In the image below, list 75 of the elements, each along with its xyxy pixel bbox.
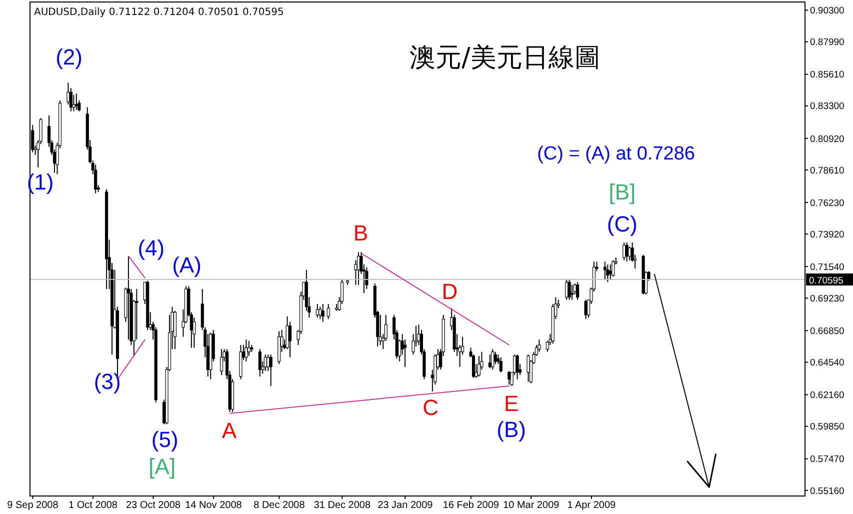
- candlestick: [570, 284, 574, 300]
- ref-line-label: 0.70595: [809, 275, 844, 286]
- annotation: (C): [606, 211, 638, 236]
- candlestick: [365, 266, 368, 290]
- candlestick: [258, 348, 262, 377]
- annotation: [A]: [148, 454, 176, 479]
- x-tick-label: 16 Feb 2009: [442, 500, 500, 512]
- x-tick-label: 8 Dec 2008: [254, 500, 306, 512]
- annotation: (3): [94, 369, 121, 394]
- annotation: (5): [151, 427, 178, 452]
- annotation: (4): [138, 235, 165, 260]
- candlestick: [584, 299, 588, 320]
- annotation: (A): [172, 252, 202, 278]
- candlestick: [354, 260, 358, 286]
- y-tick-label: 0.87990: [810, 37, 844, 48]
- candlestick: [603, 261, 606, 280]
- x-tick-label: 23 Jan 2009: [378, 500, 434, 512]
- candlestick: [477, 355, 481, 377]
- y-tick-label: 0.59850: [810, 422, 844, 433]
- text: AUDUSD,Daily 0.71122 0.71204 0.70501 0.70595: [34, 7, 284, 18]
- candlestick: [612, 260, 615, 278]
- annotation: [B]: [608, 179, 636, 204]
- candlestick: [326, 304, 330, 320]
- annotation: C: [422, 395, 439, 420]
- candlestick: [220, 348, 224, 376]
- candlestick: [494, 351, 497, 365]
- candlestick: [491, 348, 494, 370]
- candlestick: [269, 354, 272, 386]
- x-tick-label: 1 Oct 2008: [68, 500, 118, 512]
- candlestick: [321, 304, 324, 322]
- annotation: (2): [56, 44, 82, 70]
- y-tick-label: 0.64540: [810, 358, 844, 369]
- x-tick-label: 14 Nov 2008: [185, 500, 242, 512]
- annotation: (C) = (A) at 0.7286: [537, 143, 695, 164]
- candlestick: [526, 354, 530, 382]
- y-tick-label: 0.73920: [810, 229, 844, 240]
- x-tick-label: 10 Mar 2009: [503, 500, 560, 512]
- text: 澳元/美元日線圖: [410, 43, 600, 73]
- candlestick: [622, 242, 626, 261]
- candlestick: [66, 82, 70, 105]
- y-tick-label: 0.90300: [810, 6, 844, 17]
- annotation: (B): [496, 417, 526, 442]
- candlestick: [508, 370, 511, 386]
- x-tick-label: 23 Oct 2008: [126, 500, 181, 512]
- candlestick: [244, 339, 248, 362]
- y-tick-label: 0.69230: [810, 294, 844, 304]
- x-tick-label: 9 Sep 2008: [7, 500, 59, 512]
- candlestick: [606, 264, 610, 283]
- candlestick: [628, 246, 632, 261]
- candlestick: [608, 264, 612, 280]
- y-tick-label: 0.85610: [810, 70, 844, 81]
- x-tick-label: 31 Dec 2008: [314, 500, 371, 512]
- y-tick-label: 0.66850: [810, 326, 844, 338]
- y-tick-label: 0.71540: [810, 262, 844, 273]
- candlestick: [499, 356, 502, 373]
- candlestick: [94, 164, 98, 194]
- annotation: A: [222, 418, 237, 444]
- x-tick-label: 1 Apr 2009: [567, 500, 616, 512]
- y-tick-label: 0.80920: [810, 134, 844, 145]
- y-tick-label: 0.83300: [810, 101, 844, 112]
- candlestick: [568, 278, 571, 300]
- candlestick: [516, 354, 519, 380]
- annotation: D: [442, 279, 458, 304]
- y-tick-label: 0.78610: [810, 165, 844, 176]
- y-tick-label: 0.55160: [810, 486, 844, 497]
- candlestick: [576, 282, 580, 300]
- candlestick: [266, 354, 270, 372]
- candlestick: [565, 278, 568, 300]
- annotation: B: [353, 220, 368, 246]
- y-tick-label: 0.57470: [810, 454, 844, 466]
- y-tick-label: 0.76230: [810, 198, 844, 209]
- candlestick: [318, 306, 322, 320]
- y-tick-label: 0.62160: [810, 390, 844, 402]
- annotation: E: [504, 391, 519, 416]
- candlestick: [538, 339, 541, 352]
